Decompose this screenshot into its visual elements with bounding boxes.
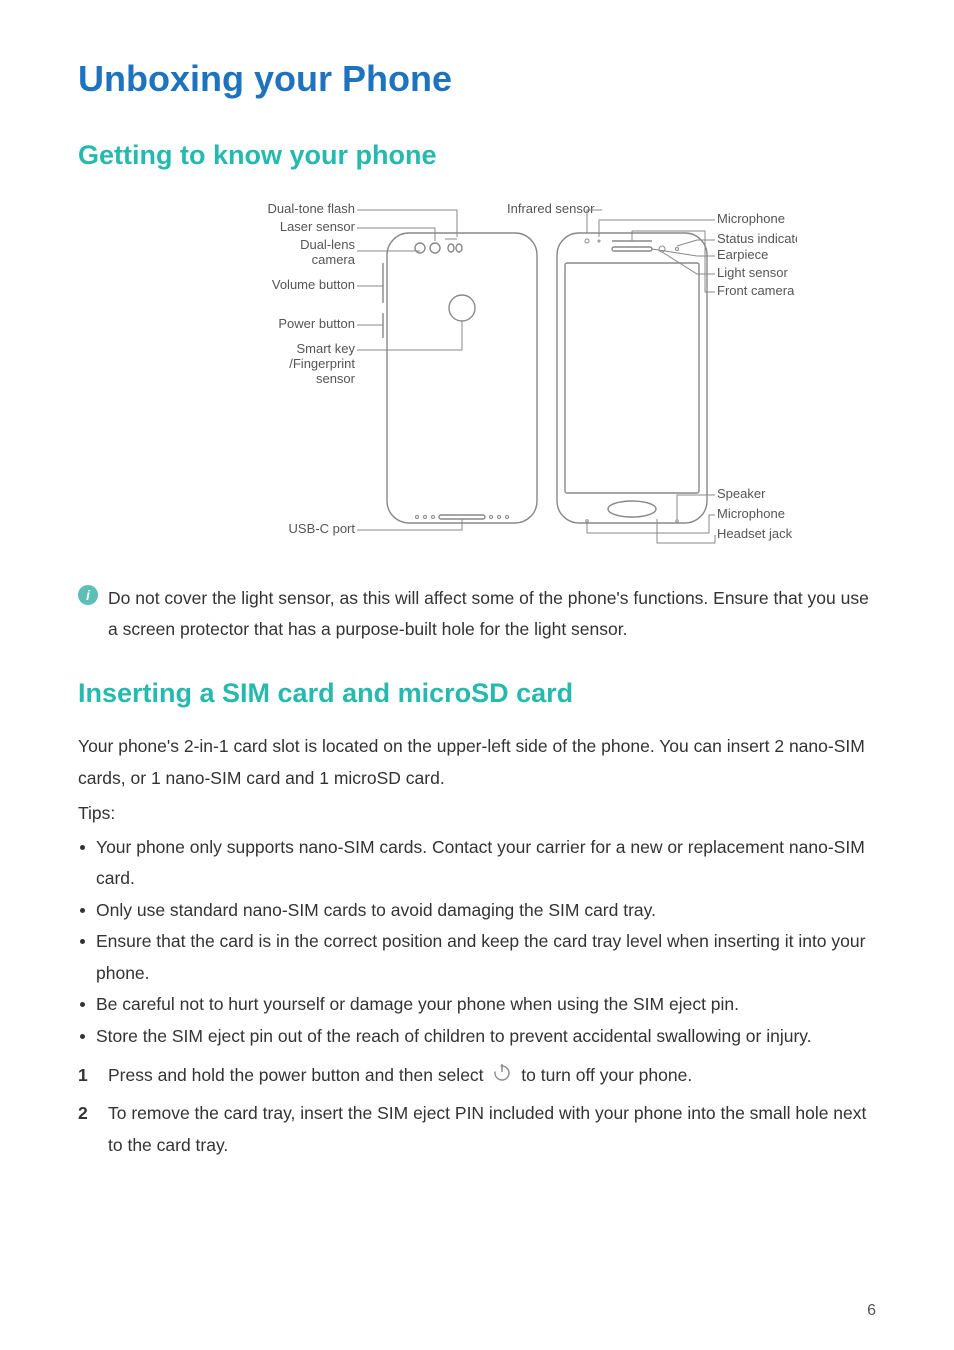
- step-text: Press and hold the power button and then…: [108, 1060, 692, 1092]
- sim-intro: Your phone's 2-in-1 card slot is located…: [78, 731, 876, 794]
- power-icon: [492, 1061, 512, 1093]
- label-headset-jack: Headset jack: [717, 526, 793, 541]
- tip-item: Your phone only supports nano-SIM cards.…: [78, 832, 876, 895]
- label-light-sensor: Light sensor: [717, 265, 788, 280]
- label-speaker: Speaker: [717, 486, 766, 501]
- tip-item: Be careful not to hurt yourself or damag…: [78, 989, 876, 1021]
- label-smart-key: Smart key: [296, 341, 355, 356]
- label-dual-tone-flash: Dual-tone flash: [268, 201, 355, 216]
- label-infrared-sensor: Infrared sensor: [507, 201, 595, 216]
- page-number: 6: [867, 1302, 876, 1320]
- svg-text:/Fingerprint: /Fingerprint: [289, 356, 355, 371]
- info-icon: i: [78, 585, 98, 605]
- label-dual-lens-camera: Dual-lens: [300, 237, 355, 252]
- step-text: To remove the card tray, insert the SIM …: [108, 1098, 876, 1161]
- step-number: 1: [78, 1060, 96, 1092]
- svg-text:sensor: sensor: [316, 371, 356, 386]
- step-2: 2 To remove the card tray, insert the SI…: [78, 1098, 876, 1161]
- tips-list: Your phone only supports nano-SIM cards.…: [78, 832, 876, 1053]
- info-note-text: Do not cover the light sensor, as this w…: [108, 583, 876, 644]
- label-usb-c-port: USB-C port: [289, 521, 356, 536]
- step-number: 2: [78, 1098, 96, 1161]
- page-title: Unboxing your Phone: [78, 58, 876, 100]
- tips-label: Tips:: [78, 798, 876, 830]
- svg-text:camera: camera: [312, 252, 356, 267]
- phone-diagram-container: Dual-tone flash Laser sensor Dual-lens c…: [78, 193, 876, 553]
- label-laser-sensor: Laser sensor: [280, 219, 356, 234]
- label-microphone-top: Microphone: [717, 211, 785, 226]
- tip-item: Store the SIM eject pin out of the reach…: [78, 1021, 876, 1053]
- info-note: i Do not cover the light sensor, as this…: [78, 583, 876, 644]
- label-status-indicator: Status indicator: [717, 231, 797, 246]
- tip-item: Ensure that the card is in the correct p…: [78, 926, 876, 989]
- label-earpiece: Earpiece: [717, 247, 768, 262]
- section-heading-overview: Getting to know your phone: [78, 140, 876, 171]
- label-front-camera: Front camera: [717, 283, 795, 298]
- section-heading-sim: Inserting a SIM card and microSD card: [78, 678, 876, 709]
- label-microphone-bottom: Microphone: [717, 506, 785, 521]
- tip-item: Only use standard nano-SIM cards to avoi…: [78, 895, 876, 927]
- label-volume-button: Volume button: [272, 277, 355, 292]
- step-1: 1 Press and hold the power button and th…: [78, 1060, 876, 1092]
- label-power-button: Power button: [278, 316, 355, 331]
- phone-diagram: Dual-tone flash Laser sensor Dual-lens c…: [157, 193, 797, 553]
